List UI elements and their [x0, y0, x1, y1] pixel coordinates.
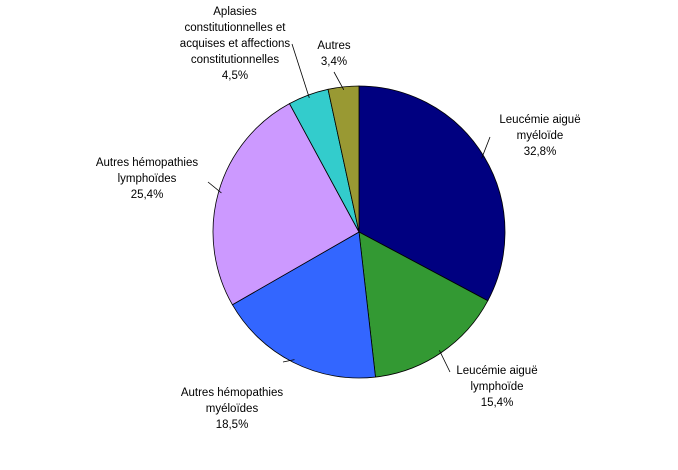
pie-slice: [327, 85, 360, 233]
leader-line: [439, 350, 451, 373]
slice-label: Leucémie aiguë myéloïde 32,8%: [490, 112, 590, 160]
slice-label: Aplasies constitutionnelles et acquises …: [168, 4, 302, 84]
pie-slice: [358, 231, 489, 378]
slice-label: Autres 3,4%: [309, 38, 359, 70]
slice-label: Autres hémopathies myéloïdes 18,5%: [172, 385, 292, 433]
slice-label: Autres hémopathies lymphoïdes 25,4%: [87, 155, 207, 203]
value-label: 4,5%: [221, 70, 249, 82]
leader-line: [282, 359, 295, 363]
category-name: Autres: [317, 40, 351, 52]
category-name: Leucémie aiguë lymphoïde: [456, 365, 538, 393]
leader-line: [333, 71, 345, 91]
leader-line: [291, 43, 310, 99]
value-label: 15,4%: [480, 397, 514, 409]
pie-slice: [358, 85, 506, 302]
pie-slice: [212, 103, 360, 306]
category-name: Autres hémopathies myéloïdes: [180, 387, 284, 415]
category-name: Aplasies constitutionnelles et acquises …: [179, 6, 291, 66]
slice-label: Leucémie aiguë lymphoïde 15,4%: [447, 363, 547, 411]
value-label: 18,5%: [215, 419, 249, 431]
value-label: 32,8%: [523, 146, 557, 158]
value-label: 25,4%: [130, 189, 164, 201]
value-label: 3,4%: [320, 56, 348, 68]
leader-line: [207, 181, 222, 194]
pie-slice: [231, 231, 376, 379]
category-name: Leucémie aiguë myéloïde: [499, 114, 581, 142]
category-name: Autres hémopathies lymphoïdes: [95, 157, 199, 185]
leader-line: [481, 136, 491, 159]
